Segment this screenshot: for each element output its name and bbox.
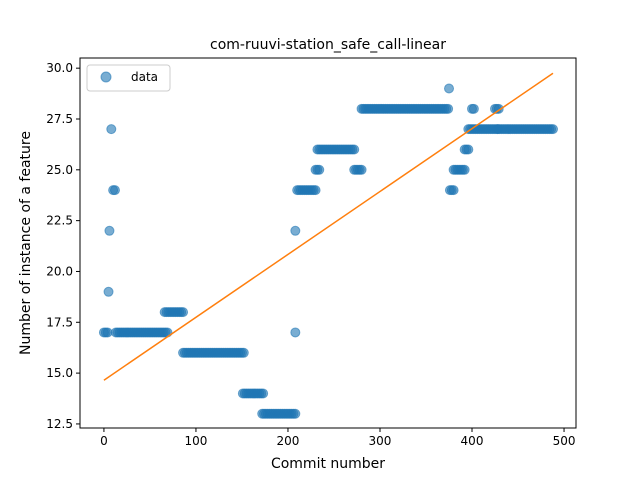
- x-tick-label: 500: [553, 434, 576, 448]
- data-point: [258, 388, 269, 399]
- data-point: [238, 347, 249, 358]
- data-point: [356, 164, 367, 175]
- data-point: [162, 327, 173, 338]
- x-tick-label: 200: [277, 434, 300, 448]
- data-point: [448, 185, 459, 196]
- y-axis-label: Number of instance of a feature: [18, 131, 34, 355]
- data-point: [444, 83, 455, 94]
- plot-area: [98, 72, 558, 419]
- x-tick-label: 300: [369, 434, 392, 448]
- data-point: [290, 327, 301, 338]
- data-point: [103, 286, 114, 297]
- data-point: [290, 408, 301, 419]
- y-tick-label: 20.0: [46, 264, 73, 278]
- data-point: [290, 225, 301, 236]
- x-tick-label: 400: [461, 434, 484, 448]
- y-tick-label: 22.5: [46, 214, 73, 228]
- legend: data: [86, 64, 171, 92]
- y-tick-label: 25.0: [46, 163, 73, 177]
- data-point: [104, 225, 115, 236]
- data-point: [443, 103, 454, 114]
- y-axis: 12.5 15.0 17.5 20.0 22.5 25.0 27.5 30.0: [46, 61, 80, 431]
- x-axis-label: Commit number: [271, 456, 385, 472]
- data-point: [349, 144, 360, 155]
- data-point: [109, 185, 120, 196]
- x-tick-label: 0: [100, 434, 108, 448]
- x-axis: 0 100 200 300 400 500: [100, 428, 575, 448]
- data-point: [106, 124, 117, 135]
- y-tick-label: 15.0: [46, 366, 73, 380]
- data-point: [463, 144, 474, 155]
- axes-frame: [79, 57, 577, 429]
- chart-title: com-ruuvi-station_safe_call-linear: [210, 37, 446, 53]
- data-point: [468, 103, 479, 114]
- data-point: [547, 124, 558, 135]
- data-point: [459, 164, 470, 175]
- data-point: [102, 327, 113, 338]
- y-tick-label: 12.5: [46, 417, 73, 431]
- data-point: [178, 307, 189, 318]
- legend-box: [86, 64, 171, 92]
- fit-line: [103, 72, 554, 381]
- data-point: [310, 185, 321, 196]
- y-tick-label: 30.0: [46, 61, 73, 75]
- data-point: [314, 164, 325, 175]
- y-tick-label: 27.5: [46, 112, 73, 126]
- legend-label: data: [131, 70, 158, 84]
- legend-marker: [100, 71, 112, 83]
- y-tick-label: 17.5: [46, 315, 73, 329]
- x-tick-label: 100: [184, 434, 207, 448]
